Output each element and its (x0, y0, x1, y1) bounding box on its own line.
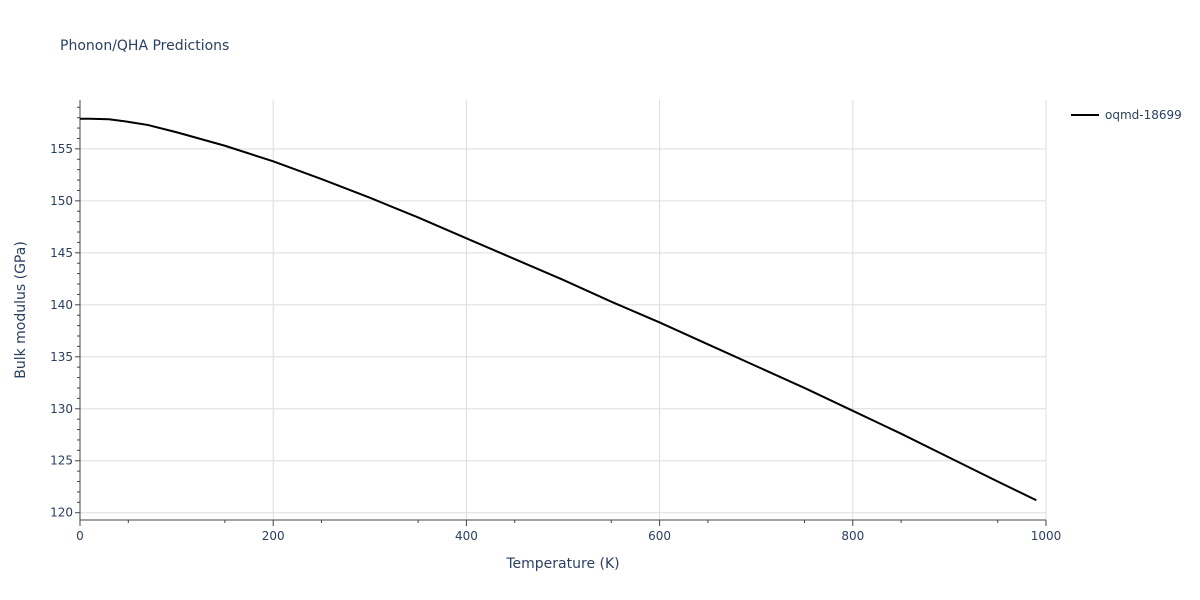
x-gridlines (272, 100, 1047, 520)
x-tick-label: 200 (262, 529, 285, 543)
y-tick-label: 155 (50, 142, 73, 156)
y-gridlines (80, 148, 1046, 514)
x-axis-title: Temperature (K) (505, 556, 619, 572)
y-axis-title: Bulk modulus (GPa) (13, 241, 29, 379)
y-axis-ticks: 120 125 130 135 140 145 150 155 (50, 106, 80, 520)
legend[interactable]: oqmd-18699 (1071, 108, 1182, 122)
y-tick-label: 150 (50, 194, 73, 208)
y-tick-label: 140 (50, 298, 73, 312)
y-tick-label: 120 (50, 506, 73, 520)
y-tick-label: 135 (50, 350, 73, 364)
x-tick-label: 0 (76, 529, 84, 543)
x-tick-label: 1000 (1031, 529, 1062, 543)
x-axis-ticks: 0 200 400 600 800 1000 (76, 520, 1061, 543)
series-line (80, 117, 1037, 502)
chart-title: Phonon/QHA Predictions (60, 38, 229, 54)
x-tick-label: 800 (841, 529, 864, 543)
x-tick-label: 600 (648, 529, 671, 543)
y-tick-label: 125 (50, 454, 73, 468)
y-tick-label: 145 (50, 246, 73, 260)
plot-area (80, 117, 1037, 502)
y-tick-label: 130 (50, 402, 73, 416)
legend-label[interactable]: oqmd-18699 (1105, 108, 1182, 122)
x-tick-label: 400 (455, 529, 478, 543)
